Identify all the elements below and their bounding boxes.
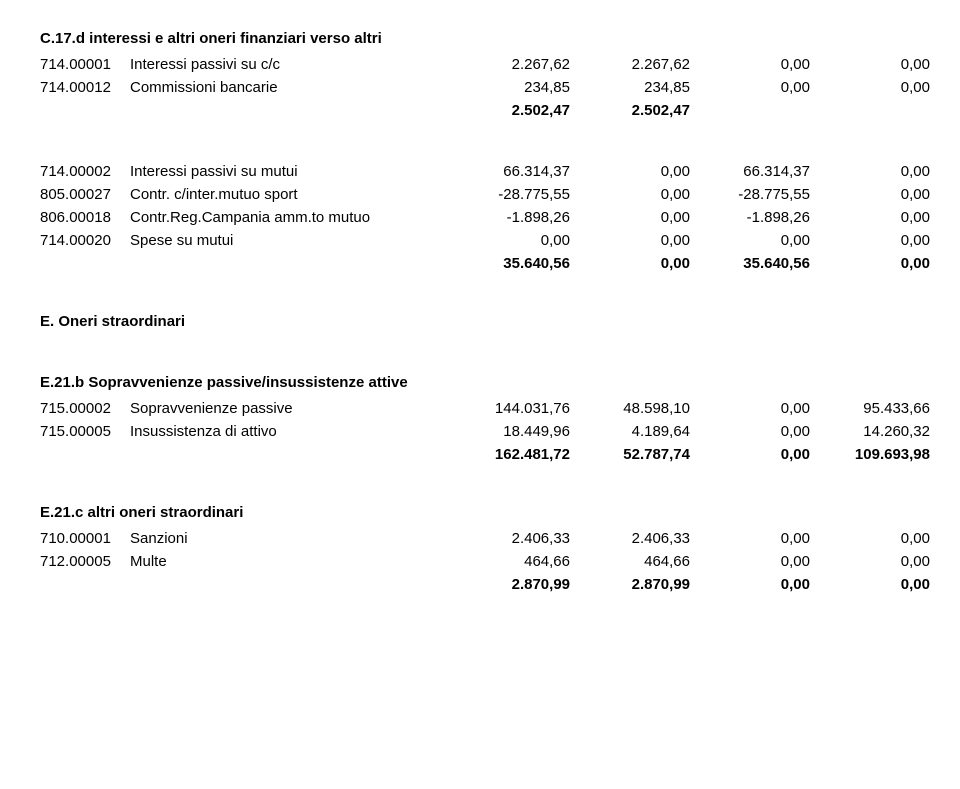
- section-e21c-title: E.21.c altri oneri straordinari: [40, 504, 920, 521]
- cell-desc: Spese su mutui: [130, 229, 450, 252]
- cell-value: 0,00: [690, 550, 810, 573]
- table-row: 712.00005 Multe 464,66 464,66 0,00 0,00: [40, 550, 930, 573]
- section-c17d-title: C.17.d interessi e altri oneri finanziar…: [40, 30, 920, 47]
- cell-value: 0,00: [810, 53, 930, 76]
- cell-value: 0,00: [810, 252, 930, 275]
- cell-value: 0,00: [810, 183, 930, 206]
- cell-value: 144.031,76: [450, 397, 570, 420]
- cell-value: 2.406,33: [570, 527, 690, 550]
- cell-value: 234,85: [570, 76, 690, 99]
- cell-value: 0,00: [570, 206, 690, 229]
- table-e21c: 710.00001 Sanzioni 2.406,33 2.406,33 0,0…: [40, 527, 930, 596]
- cell-desc: Commissioni bancarie: [130, 76, 450, 99]
- cell-code: 714.00001: [40, 53, 130, 76]
- cell-value: 35.640,56: [450, 252, 570, 275]
- subtotal-row: 162.481,72 52.787,74 0,00 109.693,98: [40, 443, 930, 466]
- cell-code: 712.00005: [40, 550, 130, 573]
- cell-value: 0,00: [570, 160, 690, 183]
- cell-code: 715.00005: [40, 420, 130, 443]
- table-block2: 714.00002 Interessi passivi su mutui 66.…: [40, 160, 930, 275]
- table-row: 805.00027 Contr. c/inter.mutuo sport -28…: [40, 183, 930, 206]
- cell-value: -28.775,55: [450, 183, 570, 206]
- cell-value: 35.640,56: [690, 252, 810, 275]
- table-row: 714.00001 Interessi passivi su c/c 2.267…: [40, 53, 930, 76]
- cell-value: 0,00: [810, 76, 930, 99]
- cell-value: 48.598,10: [570, 397, 690, 420]
- cell-value: -1.898,26: [450, 206, 570, 229]
- cell-value: 0,00: [690, 76, 810, 99]
- cell-desc: Interessi passivi su mutui: [130, 160, 450, 183]
- table-row: 714.00002 Interessi passivi su mutui 66.…: [40, 160, 930, 183]
- cell-value: 14.260,32: [810, 420, 930, 443]
- cell-desc: Contr. c/inter.mutuo sport: [130, 183, 450, 206]
- cell-value: 0,00: [570, 183, 690, 206]
- cell-value: -28.775,55: [690, 183, 810, 206]
- cell-value: 162.481,72: [450, 443, 570, 466]
- section-e21b-title: E.21.b Sopravvenienze passive/insussiste…: [40, 374, 920, 391]
- cell-value: 2.870,99: [450, 573, 570, 596]
- cell-value: 2.406,33: [450, 527, 570, 550]
- table-row: 714.00012 Commissioni bancarie 234,85 23…: [40, 76, 930, 99]
- cell-value: 66.314,37: [690, 160, 810, 183]
- cell-value: 95.433,66: [810, 397, 930, 420]
- cell-code: 715.00002: [40, 397, 130, 420]
- cell-value: 0,00: [810, 229, 930, 252]
- section-e-title: E. Oneri straordinari: [40, 313, 920, 330]
- cell-value: 464,66: [570, 550, 690, 573]
- cell-code: 714.00012: [40, 76, 130, 99]
- subtotal-row: 2.502,47 2.502,47: [40, 99, 930, 122]
- cell-value: 66.314,37: [450, 160, 570, 183]
- cell-value: 0,00: [690, 573, 810, 596]
- cell-code: 710.00001: [40, 527, 130, 550]
- cell-value: 464,66: [450, 550, 570, 573]
- cell-value: 0,00: [570, 229, 690, 252]
- cell-value: 2.267,62: [450, 53, 570, 76]
- cell-value: 0,00: [810, 573, 930, 596]
- subtotal-row: 35.640,56 0,00 35.640,56 0,00: [40, 252, 930, 275]
- cell-value: 2.502,47: [570, 99, 690, 122]
- cell-value: 0,00: [450, 229, 570, 252]
- cell-value: 0,00: [690, 420, 810, 443]
- table-row: 806.00018 Contr.Reg.Campania amm.to mutu…: [40, 206, 930, 229]
- cell-value: 4.189,64: [570, 420, 690, 443]
- cell-desc: Interessi passivi su c/c: [130, 53, 450, 76]
- cell-code: 714.00020: [40, 229, 130, 252]
- cell-value: 0,00: [810, 550, 930, 573]
- cell-value: 18.449,96: [450, 420, 570, 443]
- subtotal-row: 2.870,99 2.870,99 0,00 0,00: [40, 573, 930, 596]
- table-row: 715.00005 Insussistenza di attivo 18.449…: [40, 420, 930, 443]
- cell-code: 805.00027: [40, 183, 130, 206]
- cell-value: 52.787,74: [570, 443, 690, 466]
- cell-desc: Contr.Reg.Campania amm.to mutuo: [130, 206, 450, 229]
- cell-value: 0,00: [690, 443, 810, 466]
- cell-value: 0,00: [690, 527, 810, 550]
- cell-desc: Sopravvenienze passive: [130, 397, 450, 420]
- cell-value: 0,00: [570, 252, 690, 275]
- cell-value: 0,00: [690, 53, 810, 76]
- cell-value: 0,00: [690, 229, 810, 252]
- cell-value: 2.502,47: [450, 99, 570, 122]
- table-row: 715.00002 Sopravvenienze passive 144.031…: [40, 397, 930, 420]
- cell-value: 2.267,62: [570, 53, 690, 76]
- cell-value: 109.693,98: [810, 443, 930, 466]
- cell-code: 714.00002: [40, 160, 130, 183]
- cell-value: 0,00: [810, 527, 930, 550]
- table-e21b: 715.00002 Sopravvenienze passive 144.031…: [40, 397, 930, 466]
- cell-value: -1.898,26: [690, 206, 810, 229]
- cell-code: 806.00018: [40, 206, 130, 229]
- cell-value: 2.870,99: [570, 573, 690, 596]
- table-c17d: 714.00001 Interessi passivi su c/c 2.267…: [40, 53, 930, 122]
- cell-desc: Multe: [130, 550, 450, 573]
- cell-desc: Sanzioni: [130, 527, 450, 550]
- cell-value: 0,00: [810, 160, 930, 183]
- cell-value: 234,85: [450, 76, 570, 99]
- table-row: 714.00020 Spese su mutui 0,00 0,00 0,00 …: [40, 229, 930, 252]
- cell-desc: Insussistenza di attivo: [130, 420, 450, 443]
- cell-value: 0,00: [810, 206, 930, 229]
- cell-value: 0,00: [690, 397, 810, 420]
- table-row: 710.00001 Sanzioni 2.406,33 2.406,33 0,0…: [40, 527, 930, 550]
